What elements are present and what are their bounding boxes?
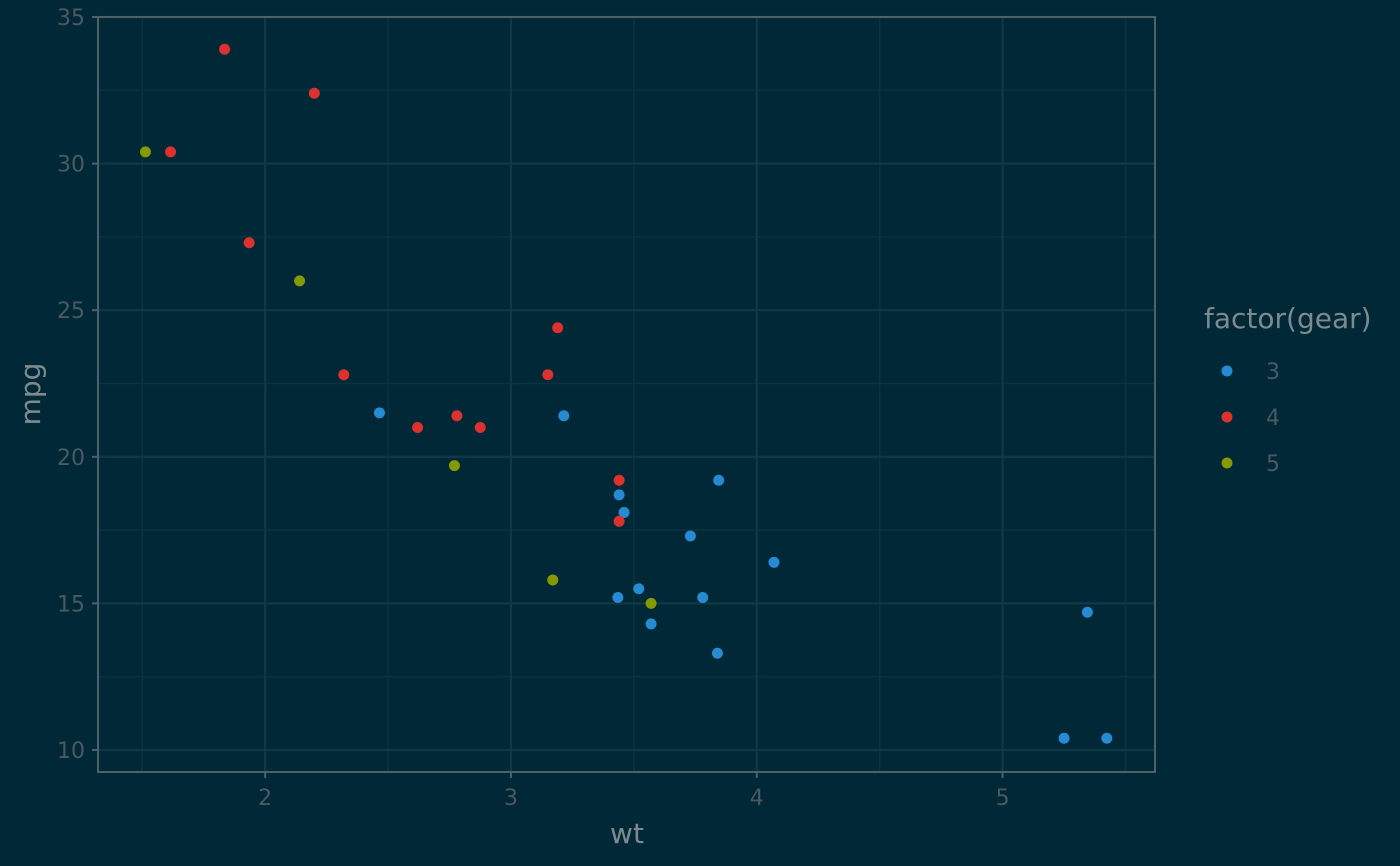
data-point-gear-4 — [412, 421, 424, 433]
y-tick-label: 20 — [57, 446, 85, 471]
y-tick-label: 10 — [57, 739, 85, 764]
data-point-gear-4 — [243, 237, 255, 249]
legend-key-gear-3 — [1221, 365, 1233, 377]
data-point-gear-3 — [713, 474, 725, 486]
x-tick-label: 3 — [504, 786, 518, 811]
minor-gridlines — [98, 17, 1155, 772]
data-point-gear-4 — [338, 369, 350, 381]
legend-items: 3 4 5 — [1221, 360, 1280, 477]
y-axis-title: mpg — [14, 363, 47, 426]
data-point-gear-3 — [1058, 732, 1070, 744]
data-point-gear-4 — [165, 146, 177, 158]
y-tick-label: 35 — [57, 6, 85, 31]
data-point-gear-5 — [139, 146, 151, 158]
x-tick-label: 5 — [996, 786, 1010, 811]
data-point-gear-3 — [612, 592, 624, 604]
y-tick-label: 30 — [57, 153, 85, 178]
data-point-gear-3 — [1101, 732, 1113, 744]
legend-title: factor(gear) — [1204, 302, 1372, 335]
data-point-gear-3 — [613, 489, 625, 501]
y-tick-label: 25 — [57, 299, 85, 324]
data-point-gear-3 — [768, 556, 780, 568]
data-point-gear-3 — [633, 583, 645, 595]
data-point-gear-4 — [613, 515, 625, 527]
data-point-gear-5 — [448, 460, 460, 472]
data-point-gear-4 — [219, 43, 231, 55]
x-tick-label: 2 — [258, 786, 272, 811]
axis-ticks: 2 3 4 5 10 15 20 25 30 35 — [57, 6, 1010, 811]
legend-label-gear-3: 3 — [1266, 360, 1280, 385]
x-tick-label: 4 — [750, 786, 764, 811]
data-point-gear-5 — [294, 275, 306, 287]
data-point-gear-4 — [552, 322, 564, 334]
data-point-gear-3 — [697, 592, 709, 604]
data-point-gear-4 — [308, 87, 320, 99]
legend-key-gear-4 — [1221, 411, 1233, 423]
data-point-gear-3 — [618, 507, 630, 519]
legend: factor(gear) 3 4 5 — [1204, 302, 1372, 477]
data-point-gear-4 — [613, 474, 625, 486]
legend-key-gear-5 — [1221, 457, 1233, 469]
data-point-gear-3 — [711, 647, 723, 659]
data-point-gear-5 — [645, 597, 657, 609]
axes — [97, 16, 1156, 773]
y-tick-label: 15 — [57, 592, 85, 617]
panel-border — [97, 16, 1156, 773]
data-point-gear-3 — [1081, 606, 1093, 618]
data-point-gear-3 — [373, 407, 385, 419]
x-axis-title: wt — [610, 817, 644, 850]
data-point-gear-3 — [558, 410, 570, 422]
data-point-gear-4 — [451, 410, 463, 422]
data-point-gear-5 — [547, 574, 559, 586]
legend-label-gear-4: 4 — [1266, 406, 1280, 431]
data-point-gear-3 — [684, 530, 696, 542]
data-point-gear-4 — [474, 421, 486, 433]
major-gridlines — [98, 15, 1155, 772]
data-point-gear-3 — [645, 618, 657, 630]
data-points — [139, 43, 1113, 744]
data-point-gear-4 — [542, 369, 554, 381]
legend-label-gear-5: 5 — [1266, 452, 1280, 477]
